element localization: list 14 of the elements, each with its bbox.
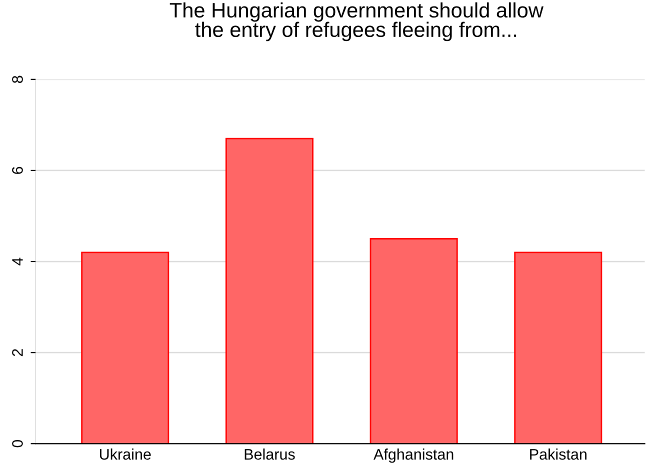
x-tick-label: Afghanistan xyxy=(374,448,454,463)
x-tick-label: Ukraine xyxy=(100,448,151,460)
y-tick-label: 4 xyxy=(12,258,23,266)
x-tick-label: Pakistan xyxy=(530,448,586,460)
y-tick-label: 6 xyxy=(12,166,23,174)
bar xyxy=(81,252,170,444)
bar xyxy=(370,238,458,444)
y-tick-label: 8 xyxy=(12,76,23,83)
y-tick-label: 2 xyxy=(12,349,23,356)
bar xyxy=(514,252,602,444)
chart-title: The Hungarian government should allow the entry of refugees fleeing from... xyxy=(170,2,544,42)
y-tick-label: 0 xyxy=(12,440,23,448)
bar xyxy=(225,138,314,444)
x-tick-label: Belarus xyxy=(244,448,295,460)
